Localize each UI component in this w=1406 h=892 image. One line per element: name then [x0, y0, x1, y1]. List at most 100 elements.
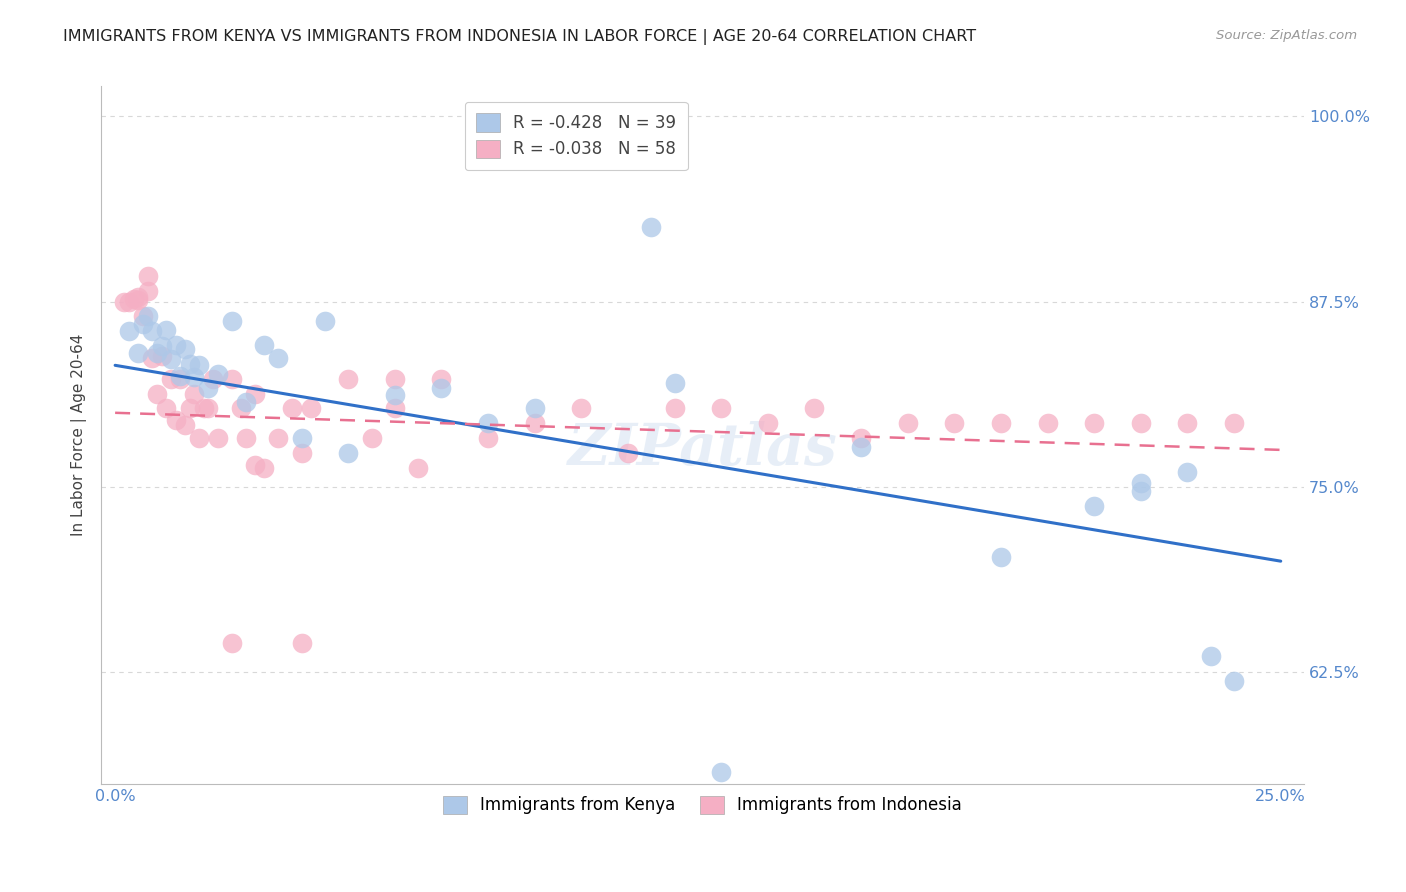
Point	[1199, 649, 1222, 664]
Point	[943, 416, 966, 430]
Point	[1083, 500, 1105, 514]
Point	[1129, 484, 1152, 499]
Point	[384, 401, 406, 416]
Point	[207, 368, 229, 382]
Point	[221, 636, 243, 650]
Point	[174, 417, 197, 432]
Point	[1129, 416, 1152, 430]
Point	[183, 370, 205, 384]
Point	[990, 416, 1012, 430]
Point	[756, 416, 779, 430]
Point	[337, 446, 360, 460]
Point	[291, 431, 314, 445]
Point	[122, 292, 145, 306]
Point	[132, 310, 155, 324]
Point	[1177, 416, 1199, 430]
Point	[141, 324, 163, 338]
Point	[127, 290, 149, 304]
Point	[314, 314, 336, 328]
Point	[146, 346, 169, 360]
Point	[849, 440, 872, 454]
Point	[169, 368, 191, 383]
Point	[1129, 475, 1152, 490]
Point	[179, 357, 201, 371]
Point	[221, 372, 243, 386]
Point	[569, 401, 592, 416]
Point	[169, 372, 191, 386]
Point	[253, 460, 276, 475]
Point	[150, 350, 173, 364]
Point	[360, 431, 382, 445]
Point	[281, 401, 304, 416]
Point	[188, 431, 211, 445]
Point	[155, 401, 177, 416]
Point	[183, 386, 205, 401]
Point	[165, 413, 187, 427]
Point	[114, 294, 136, 309]
Point	[136, 284, 159, 298]
Point	[299, 401, 322, 416]
Text: Source: ZipAtlas.com: Source: ZipAtlas.com	[1216, 29, 1357, 42]
Point	[197, 401, 219, 416]
Point	[188, 359, 211, 373]
Point	[406, 460, 429, 475]
Point	[253, 337, 276, 351]
Y-axis label: In Labor Force | Age 20-64: In Labor Force | Age 20-64	[72, 334, 87, 536]
Point	[1223, 416, 1246, 430]
Point	[897, 416, 920, 430]
Point	[291, 636, 314, 650]
Point	[146, 386, 169, 401]
Point	[174, 342, 197, 356]
Point	[155, 323, 177, 337]
Point	[127, 346, 149, 360]
Point	[197, 380, 219, 394]
Point	[165, 337, 187, 351]
Point	[141, 351, 163, 365]
Point	[235, 395, 257, 409]
Point	[849, 431, 872, 445]
Point	[384, 372, 406, 386]
Point	[202, 372, 225, 386]
Point	[710, 764, 733, 779]
Point	[384, 388, 406, 402]
Point	[221, 314, 243, 328]
Point	[235, 431, 257, 445]
Point	[803, 401, 825, 416]
Point	[664, 376, 686, 391]
Point	[136, 310, 159, 324]
Point	[150, 339, 173, 353]
Point	[477, 431, 499, 445]
Point	[640, 220, 662, 235]
Point	[179, 401, 201, 416]
Point	[291, 446, 314, 460]
Point	[1036, 416, 1059, 430]
Point	[207, 431, 229, 445]
Point	[243, 386, 266, 401]
Point	[1083, 416, 1105, 430]
Point	[118, 324, 141, 338]
Point	[229, 401, 252, 416]
Point	[118, 294, 141, 309]
Point	[127, 293, 149, 307]
Point	[1177, 465, 1199, 479]
Point	[617, 446, 640, 460]
Point	[710, 401, 733, 416]
Point	[1223, 674, 1246, 689]
Point	[430, 372, 453, 386]
Point	[337, 372, 360, 386]
Point	[160, 352, 183, 367]
Point	[664, 401, 686, 416]
Point	[136, 269, 159, 284]
Point	[990, 549, 1012, 564]
Text: ZIPatlas: ZIPatlas	[568, 421, 838, 477]
Point	[243, 458, 266, 472]
Point	[430, 380, 453, 394]
Point	[132, 317, 155, 331]
Legend: Immigrants from Kenya, Immigrants from Indonesia: Immigrants from Kenya, Immigrants from I…	[433, 786, 972, 824]
Point	[523, 416, 546, 430]
Point	[523, 401, 546, 416]
Point	[477, 416, 499, 430]
Point	[160, 372, 183, 386]
Text: IMMIGRANTS FROM KENYA VS IMMIGRANTS FROM INDONESIA IN LABOR FORCE | AGE 20-64 CO: IMMIGRANTS FROM KENYA VS IMMIGRANTS FROM…	[63, 29, 976, 45]
Point	[267, 431, 290, 445]
